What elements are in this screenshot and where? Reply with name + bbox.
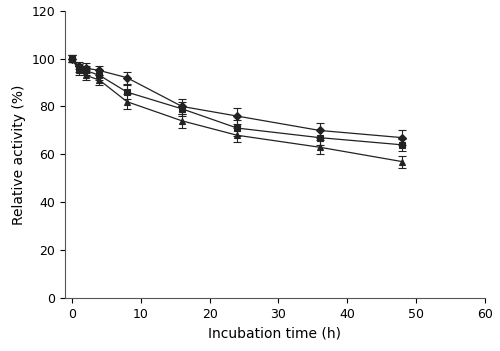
X-axis label: Incubation time (h): Incubation time (h)	[208, 327, 342, 340]
Y-axis label: Relative activity (%): Relative activity (%)	[12, 84, 26, 225]
